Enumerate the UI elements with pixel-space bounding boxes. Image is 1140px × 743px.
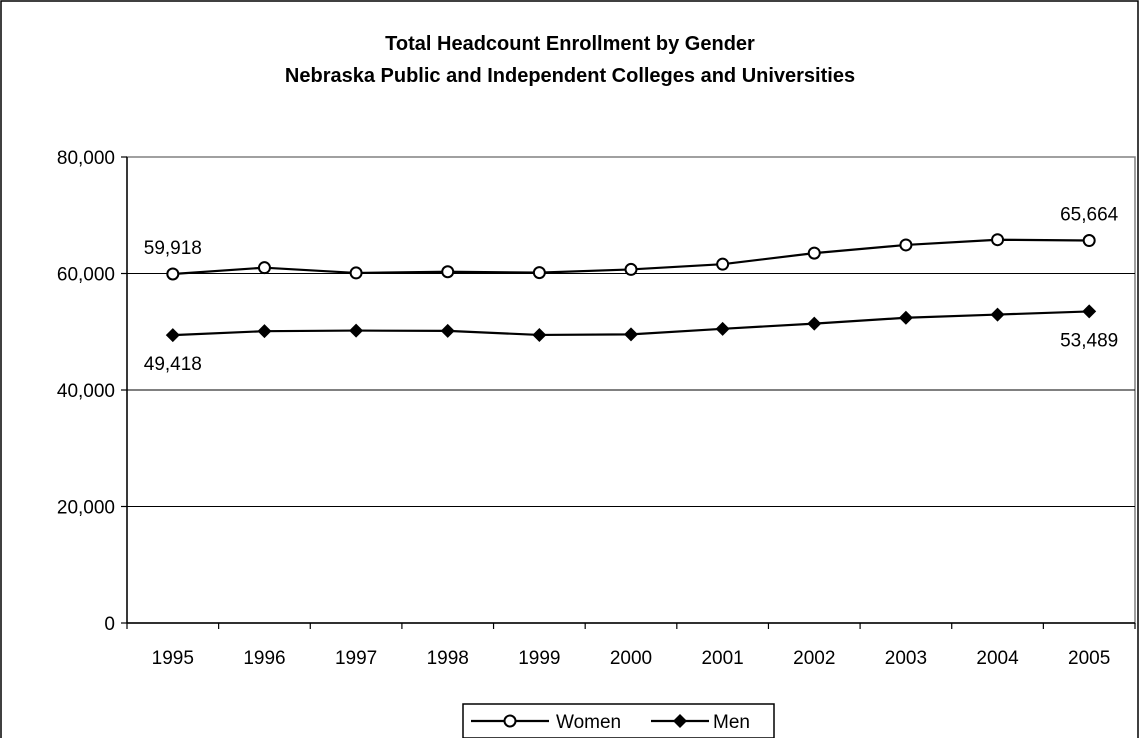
data-label: 49,418 bbox=[144, 354, 202, 375]
data-point-women bbox=[349, 266, 363, 280]
data-point-men bbox=[990, 307, 1005, 322]
legend-women-label: Women bbox=[556, 712, 621, 733]
y-tick-label: 40,000 bbox=[57, 381, 115, 402]
data-point-men bbox=[898, 310, 913, 325]
data-point-men bbox=[440, 323, 455, 338]
data-point-women bbox=[716, 257, 730, 271]
data-label: 53,489 bbox=[1060, 330, 1118, 351]
data-point-men bbox=[715, 321, 730, 336]
data-point-men bbox=[165, 328, 180, 343]
legend-men-marker bbox=[673, 714, 687, 728]
series-layer bbox=[165, 233, 1097, 343]
x-tick-label: 2004 bbox=[976, 648, 1019, 669]
data-point-men bbox=[807, 316, 822, 331]
data-point-men bbox=[1082, 304, 1097, 319]
data-point-women bbox=[807, 246, 821, 260]
legend-women-marker bbox=[503, 714, 517, 728]
legend-men-label: Men bbox=[713, 712, 750, 733]
data-point-men bbox=[532, 327, 547, 342]
y-tick-label: 20,000 bbox=[57, 498, 115, 519]
data-point-men bbox=[349, 323, 364, 338]
data-point-women bbox=[532, 266, 546, 280]
data-point-women bbox=[899, 238, 913, 252]
chart-subtitle: Nebraska Public and Independent Colleges… bbox=[285, 65, 855, 87]
x-tick-label: 2000 bbox=[610, 648, 652, 669]
data-point-men bbox=[257, 324, 272, 339]
data-point-women bbox=[166, 267, 180, 281]
x-tick-label: 1995 bbox=[152, 648, 194, 669]
x-tick-label: 2001 bbox=[701, 648, 743, 669]
y-tick-label: 60,000 bbox=[57, 265, 115, 286]
data-point-women bbox=[991, 233, 1005, 247]
x-tick-label: 2005 bbox=[1068, 648, 1110, 669]
x-tick-label: 2002 bbox=[793, 648, 835, 669]
x-tick-label: 2003 bbox=[885, 648, 927, 669]
x-tick-label: 1998 bbox=[427, 648, 469, 669]
axes: 0 20,000 40,000 60,000 80,000 1995 1996 1997 199… bbox=[57, 148, 1136, 669]
data-label: 65,664 bbox=[1060, 205, 1119, 226]
data-point-men bbox=[624, 327, 638, 342]
data-labels: 59,918 65,664 49,418 53,489 bbox=[144, 205, 1119, 376]
y-tick-label: 80,000 bbox=[57, 148, 115, 169]
y-tick-label: 0 bbox=[104, 614, 115, 635]
data-point-women bbox=[1082, 234, 1096, 248]
data-label: 59,918 bbox=[144, 238, 202, 259]
legend: Women Men bbox=[462, 703, 775, 739]
x-tick-label: 1996 bbox=[243, 648, 285, 669]
chart-title: Total Headcount Enrollment by Gender bbox=[385, 33, 755, 55]
data-point-women bbox=[257, 261, 271, 275]
x-tick-label: 1997 bbox=[335, 648, 377, 669]
data-point-women bbox=[624, 262, 638, 276]
data-point-women bbox=[441, 265, 455, 279]
x-tick-label: 1999 bbox=[518, 648, 560, 669]
